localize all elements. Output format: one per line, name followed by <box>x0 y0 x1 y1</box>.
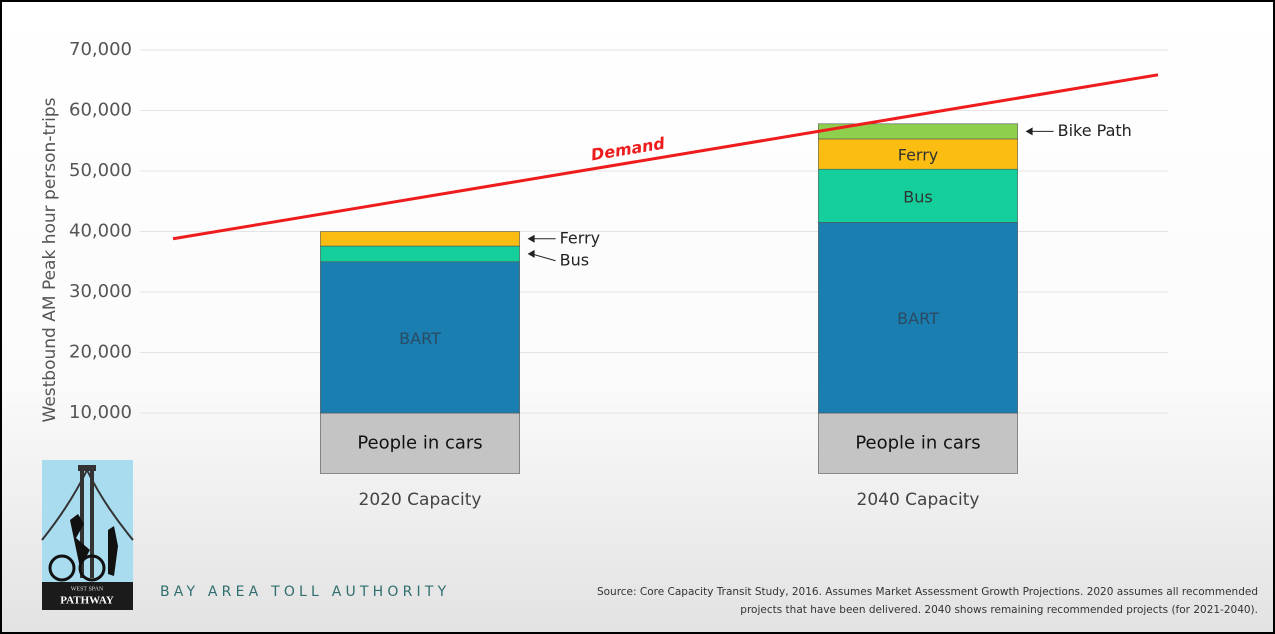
segment-label: People in cars <box>855 432 980 453</box>
source-line: projects that have been delivered. 2040 … <box>740 604 1258 616</box>
bar-segment <box>818 138 1018 170</box>
logo: WEST SPAN PATHWAY <box>41 460 134 610</box>
organization: BAY AREA TOLL AUTHORITY <box>160 584 450 600</box>
logo-bottom: PATHWAY <box>60 595 114 607</box>
bar-segment <box>818 412 1018 474</box>
segment-label: BART <box>897 309 939 328</box>
y-tick-label: 50,000 <box>69 160 132 181</box>
segment-label: BART <box>399 329 441 348</box>
annotation-arrow <box>531 253 556 262</box>
annotation-arrowhead <box>1025 127 1033 136</box>
bar-segment <box>320 231 520 247</box>
demand-line <box>172 73 1159 241</box>
logo-top: WEST SPAN <box>71 586 104 592</box>
segment-label: Bus <box>903 187 932 206</box>
y-tick-label: 30,000 <box>69 281 132 302</box>
annotation-arrowhead <box>527 249 535 258</box>
annotation-label: Bus <box>560 250 589 269</box>
bar-segment <box>818 168 1018 223</box>
y-tick-label: 40,000 <box>69 221 132 242</box>
y-tick-label: 20,000 <box>69 342 132 363</box>
y-tick-label: 70,000 <box>69 39 132 60</box>
annotation-label: Bike Path <box>1058 121 1132 140</box>
y-tick-label: 10,000 <box>69 402 132 423</box>
y-tick-label: 60,000 <box>69 100 132 121</box>
y-axis-label: Westbound AM Peak hour person-trips <box>40 97 60 422</box>
annotation-label: Ferry <box>560 228 601 247</box>
bar-segment <box>320 412 520 474</box>
x-tick-label: 2020 Capacity <box>359 490 482 510</box>
segment-label: Ferry <box>898 146 939 165</box>
segment-label: People in cars <box>357 432 482 453</box>
bar-segment <box>818 222 1018 414</box>
bar-segment <box>320 245 520 263</box>
annotation-arrowhead <box>527 234 535 243</box>
source-line: Source: Core Capacity Transit Study, 201… <box>597 586 1258 598</box>
x-tick-label: 2040 Capacity <box>857 490 980 510</box>
